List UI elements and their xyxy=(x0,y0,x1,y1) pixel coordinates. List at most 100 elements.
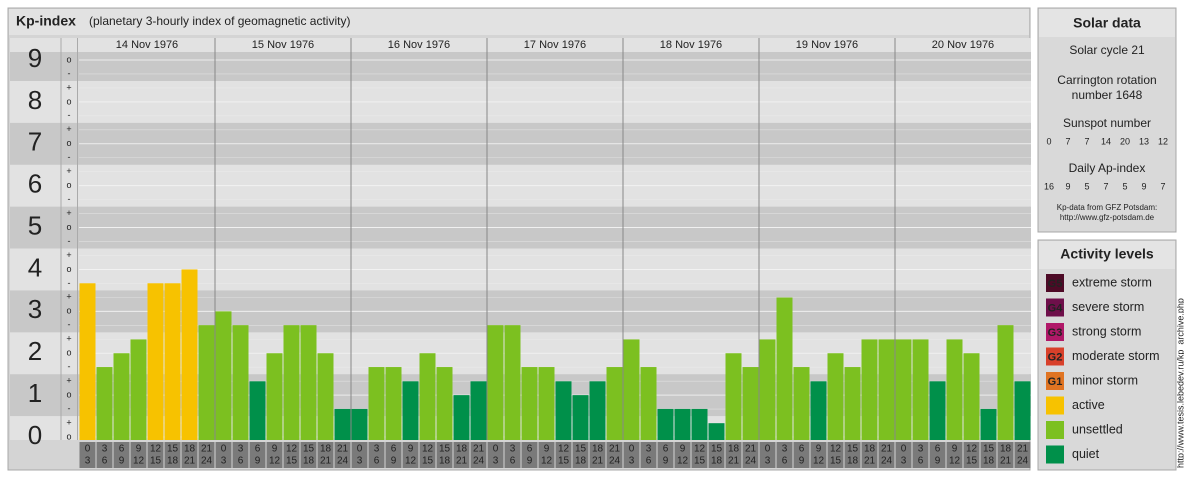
interval-end: 12 xyxy=(133,456,145,467)
legend-swatch xyxy=(1046,347,1064,366)
interval-box xyxy=(538,442,555,468)
interval-end: 9 xyxy=(663,456,669,467)
interval-box xyxy=(946,442,963,468)
interval-box xyxy=(266,442,283,468)
interval-start: 6 xyxy=(391,444,397,455)
interval-box xyxy=(402,442,419,468)
interval-end: 18 xyxy=(167,456,179,467)
interval-start: 0 xyxy=(901,444,907,455)
interval-box xyxy=(334,442,351,468)
legend-swatch xyxy=(1046,445,1064,464)
ap-value: 5 xyxy=(1122,181,1127,191)
interval-start: 0 xyxy=(221,444,227,455)
legend-label: unsettled xyxy=(1072,422,1123,436)
interval-end: 9 xyxy=(935,456,941,467)
interval-start: 21 xyxy=(473,444,485,455)
legend-label: quiet xyxy=(1072,447,1100,461)
interval-end: 6 xyxy=(646,456,652,467)
minor-tick-label: - xyxy=(68,362,71,372)
minor-tick-label: o xyxy=(66,431,71,441)
minor-tick-label: + xyxy=(66,250,71,260)
bar xyxy=(113,353,130,440)
minor-tick-label: - xyxy=(68,320,71,330)
bar xyxy=(419,353,436,440)
bar xyxy=(351,408,368,440)
bar xyxy=(657,408,674,440)
interval-end: 21 xyxy=(184,456,196,467)
interval-box xyxy=(929,442,946,468)
interval-box xyxy=(181,442,198,468)
legend-title: Activity levels xyxy=(1060,246,1154,262)
ap-value: 9 xyxy=(1065,181,1070,191)
minor-tick-label: + xyxy=(66,376,71,386)
bar xyxy=(470,381,487,440)
interval-box xyxy=(232,442,249,468)
minor-tick-label: - xyxy=(68,278,71,288)
bar xyxy=(810,381,827,440)
interval-end: 6 xyxy=(102,456,108,467)
interval-end: 18 xyxy=(983,456,995,467)
interval-start: 15 xyxy=(711,444,723,455)
interval-start: 21 xyxy=(337,444,349,455)
minor-tick-label: + xyxy=(66,208,71,218)
y-tick-label: 7 xyxy=(28,127,42,157)
interval-start: 0 xyxy=(85,444,91,455)
interval-end: 15 xyxy=(966,456,978,467)
bar xyxy=(198,325,215,440)
interval-box xyxy=(725,442,742,468)
y-tick-label: 8 xyxy=(28,85,42,115)
interval-end: 12 xyxy=(269,456,281,467)
interval-end: 15 xyxy=(830,456,842,467)
bar xyxy=(334,408,351,440)
interval-start: 9 xyxy=(816,444,822,455)
interval-end: 9 xyxy=(391,456,397,467)
interval-start: 6 xyxy=(255,444,261,455)
solar-title: Solar data xyxy=(1073,15,1141,31)
ap-value: 5 xyxy=(1084,181,1089,191)
bar xyxy=(436,367,453,440)
interval-box xyxy=(878,442,895,468)
bar xyxy=(521,367,538,440)
bar xyxy=(181,269,198,440)
date-label: 18 Nov 1976 xyxy=(660,39,722,51)
interval-end: 15 xyxy=(422,456,434,467)
interval-start: 12 xyxy=(286,444,298,455)
interval-start: 18 xyxy=(184,444,196,455)
sunspot-title: Sunspot number xyxy=(1063,116,1151,130)
interval-box xyxy=(708,442,725,468)
bar xyxy=(623,339,640,440)
interval-start: 9 xyxy=(544,444,550,455)
interval-box xyxy=(249,442,266,468)
interval-start: 15 xyxy=(575,444,587,455)
interval-box xyxy=(555,442,572,468)
ap-value: 7 xyxy=(1160,181,1165,191)
legend-swatch xyxy=(1046,372,1064,390)
bar xyxy=(997,325,1014,440)
interval-box xyxy=(504,442,521,468)
interval-box xyxy=(113,442,130,468)
interval-end: 15 xyxy=(558,456,570,467)
source: http://www.gfz-potsdam.de xyxy=(1060,213,1155,222)
interval-end: 12 xyxy=(677,456,689,467)
bar xyxy=(929,381,946,440)
interval-end: 3 xyxy=(357,456,363,467)
interval-box xyxy=(79,442,96,468)
y-tick-label: 9 xyxy=(28,43,42,73)
sunspot-value: 20 xyxy=(1120,136,1130,146)
minor-tick-label: o xyxy=(66,138,71,148)
minor-tick-label: o xyxy=(66,264,71,274)
solar-title-bar xyxy=(1039,9,1175,37)
legend-label: strong storm xyxy=(1072,324,1141,338)
minor-tick-label: o xyxy=(66,348,71,358)
interval-start: 9 xyxy=(136,444,142,455)
solar-cycle: Solar cycle 21 xyxy=(1069,43,1145,57)
interval-start: 18 xyxy=(456,444,468,455)
interval-box xyxy=(198,442,215,468)
interval-box xyxy=(589,442,606,468)
bar xyxy=(572,395,589,440)
sunspot-value: 14 xyxy=(1101,136,1111,146)
bar xyxy=(912,339,929,440)
title-bar xyxy=(9,9,1029,35)
interval-box xyxy=(453,442,470,468)
bar xyxy=(963,353,980,440)
